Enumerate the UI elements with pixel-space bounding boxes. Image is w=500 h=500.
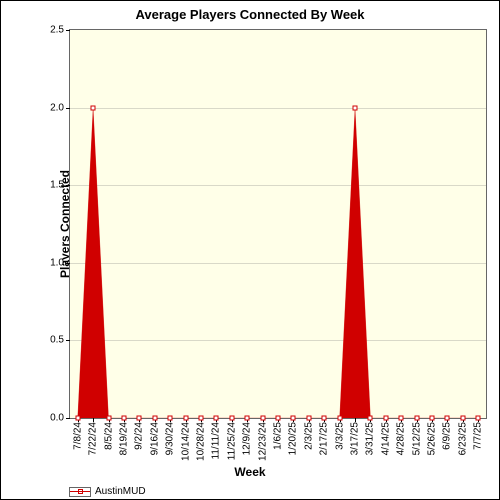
data-point [183, 416, 188, 421]
xtick-label: 9/30/24 [165, 422, 176, 455]
ytick-mark [66, 418, 70, 419]
chart-inner: Players Connected 0.00.51.01.52.02.57/8/… [21, 29, 489, 419]
data-point [445, 416, 450, 421]
data-point [430, 416, 435, 421]
xtick-label: 11/25/24 [226, 422, 237, 460]
xtick-label: 8/5/24 [103, 422, 114, 450]
data-point [229, 416, 234, 421]
xtick-label: 5/26/25 [427, 422, 438, 455]
xtick-label: 1/20/25 [288, 422, 299, 455]
data-point [306, 416, 311, 421]
data-point [260, 416, 265, 421]
data-point [322, 416, 327, 421]
data-point [291, 416, 296, 421]
data-point [476, 416, 481, 421]
ytick-label: 1.5 [50, 180, 64, 191]
data-point [75, 416, 80, 421]
data-point [214, 416, 219, 421]
data-point [121, 416, 126, 421]
data-point [91, 105, 96, 110]
chart-container: Average Players Connected By Week Player… [0, 0, 500, 500]
xtick-label: 2/17/25 [319, 422, 330, 455]
xtick-label: 8/19/24 [118, 422, 129, 455]
data-point [198, 416, 203, 421]
xtick-label: 3/31/25 [365, 422, 376, 455]
data-point [137, 416, 142, 421]
xtick-label: 10/14/24 [180, 422, 191, 461]
xtick-label: 7/22/24 [88, 422, 99, 455]
xtick-label: 4/14/25 [380, 422, 391, 455]
chart-title: Average Players Connected By Week [1, 1, 499, 26]
xtick-label: 3/3/25 [334, 422, 345, 450]
data-point [368, 416, 373, 421]
data-point [337, 416, 342, 421]
series-AustinMUD [70, 30, 486, 418]
xtick-label: 11/11/24 [211, 422, 222, 459]
data-point [276, 416, 281, 421]
data-point [168, 416, 173, 421]
xtick-label: 4/28/25 [396, 422, 407, 455]
data-point [460, 416, 465, 421]
plot-area: 0.00.51.01.52.02.57/8/247/22/248/5/248/1… [69, 29, 487, 419]
x-axis-label: Week [1, 465, 499, 479]
data-point [383, 416, 388, 421]
ytick-label: 0.5 [50, 335, 64, 346]
ytick-label: 1.0 [50, 257, 64, 268]
xtick-label: 6/9/25 [442, 422, 453, 450]
data-point [245, 416, 250, 421]
data-point [106, 416, 111, 421]
data-point [353, 105, 358, 110]
xtick-label: 2/3/25 [303, 422, 314, 450]
xtick-label: 5/12/25 [411, 422, 422, 455]
data-point [414, 416, 419, 421]
legend: AustinMUD [69, 486, 146, 497]
ytick-label: 0.0 [50, 413, 64, 424]
xtick-label: 3/17/25 [350, 422, 361, 455]
xtick-label: 12/9/24 [242, 422, 253, 455]
legend-swatch-icon [69, 487, 91, 497]
ytick-label: 2.5 [50, 25, 64, 36]
xtick-label: 1/6/25 [273, 422, 284, 450]
xtick-label: 12/23/24 [257, 422, 268, 461]
xtick-label: 7/7/25 [473, 422, 484, 450]
xtick-label: 7/8/24 [72, 422, 83, 450]
legend-label: AustinMUD [95, 486, 146, 497]
xtick-label: 6/23/25 [457, 422, 468, 455]
ytick-label: 2.0 [50, 102, 64, 113]
xtick-label: 10/28/24 [195, 422, 206, 461]
xtick-label: 9/2/24 [134, 422, 145, 450]
data-point [152, 416, 157, 421]
xtick-label: 9/16/24 [149, 422, 160, 455]
plot-wrap: 0.00.51.01.52.02.57/8/247/22/248/5/248/1… [69, 29, 487, 419]
data-point [399, 416, 404, 421]
